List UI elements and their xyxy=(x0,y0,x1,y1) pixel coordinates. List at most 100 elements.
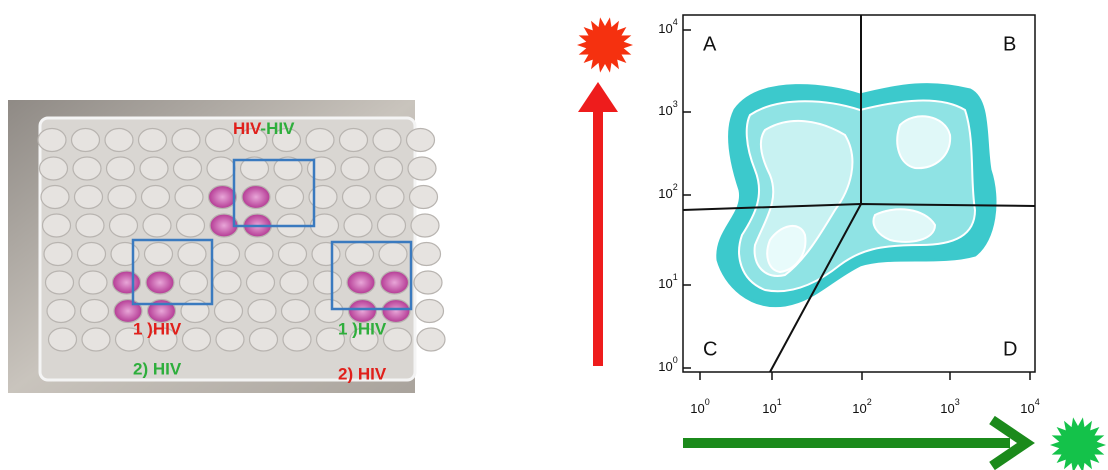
well xyxy=(49,328,77,351)
well xyxy=(213,271,241,294)
well xyxy=(209,186,237,209)
tick-base: 10 xyxy=(940,401,954,416)
well xyxy=(46,271,74,294)
figure: HIV-HIV 1 )HIV 2) HIV 1 )HIV 2) HIV 1041… xyxy=(0,0,1108,470)
group-label: 2) HIV xyxy=(338,364,387,383)
tick-base: 10 xyxy=(852,401,866,416)
tick-exponent: 2 xyxy=(867,397,872,407)
well xyxy=(140,157,168,180)
well xyxy=(40,157,68,180)
tick-label: 100 xyxy=(658,355,677,374)
tick-exponent: 3 xyxy=(673,99,678,109)
well xyxy=(414,271,442,294)
well xyxy=(44,243,72,266)
well xyxy=(248,300,276,323)
well xyxy=(180,271,208,294)
well xyxy=(145,243,173,266)
tick-base: 10 xyxy=(762,401,776,416)
red-marker xyxy=(577,17,633,72)
well xyxy=(379,243,407,266)
well xyxy=(216,328,244,351)
tick-label: 103 xyxy=(940,397,959,416)
well xyxy=(215,300,243,323)
well xyxy=(417,328,445,351)
quadrant-label: D xyxy=(1003,338,1017,360)
well xyxy=(407,129,435,152)
tick-label: 102 xyxy=(852,397,871,416)
well xyxy=(47,300,75,323)
well xyxy=(139,129,167,152)
well xyxy=(81,300,109,323)
top-label: HIV-HIV xyxy=(233,119,295,138)
green-marker xyxy=(1050,417,1106,470)
well xyxy=(382,300,410,323)
well xyxy=(416,300,444,323)
tick-label: 100 xyxy=(690,397,709,416)
quadrant-label: A xyxy=(703,33,717,55)
well xyxy=(183,328,211,351)
well xyxy=(344,214,372,237)
well xyxy=(79,271,107,294)
well xyxy=(283,328,311,351)
well xyxy=(174,157,202,180)
well xyxy=(378,214,406,237)
well xyxy=(113,271,141,294)
well xyxy=(146,271,174,294)
well xyxy=(43,214,71,237)
contour-plot xyxy=(718,85,995,306)
well xyxy=(78,243,106,266)
tick-exponent: 4 xyxy=(673,17,678,27)
group-label: 1 )HIV xyxy=(338,319,387,338)
well xyxy=(206,129,234,152)
tick-exponent: 0 xyxy=(673,355,678,365)
well xyxy=(375,157,403,180)
well xyxy=(76,214,104,237)
well xyxy=(142,186,170,209)
well xyxy=(178,243,206,266)
tick-label: 103 xyxy=(658,99,677,118)
well xyxy=(207,157,235,180)
group-label: 2) HIV xyxy=(133,359,182,378)
well xyxy=(242,186,270,209)
tick-label: 101 xyxy=(658,272,677,291)
well xyxy=(212,243,240,266)
well xyxy=(408,157,436,180)
group-label: 1 )HIV xyxy=(133,319,182,338)
tick-base: 10 xyxy=(658,21,672,36)
well xyxy=(82,328,110,351)
tick-label: 104 xyxy=(658,17,677,36)
quadrant-label: C xyxy=(703,338,717,360)
well xyxy=(143,214,171,237)
well xyxy=(341,157,369,180)
well xyxy=(279,243,307,266)
well xyxy=(340,129,368,152)
plate-photo: HIV-HIV 1 )HIV 2) HIV 1 )HIV 2) HIV xyxy=(8,100,445,393)
y-arrow-head xyxy=(578,82,618,112)
well xyxy=(73,157,101,180)
tick-base: 10 xyxy=(658,276,672,291)
tick-base: 10 xyxy=(1020,401,1034,416)
quadrant-label: B xyxy=(1003,33,1016,55)
well xyxy=(41,186,69,209)
tick-exponent: 4 xyxy=(1035,397,1040,407)
well xyxy=(245,243,273,266)
tick-exponent: 1 xyxy=(673,272,678,282)
tick-base: 10 xyxy=(658,359,672,374)
well xyxy=(276,186,304,209)
well xyxy=(75,186,103,209)
well xyxy=(314,271,342,294)
well xyxy=(306,129,334,152)
well xyxy=(410,186,438,209)
tick-label: 104 xyxy=(1020,397,1039,416)
tick-label: 102 xyxy=(658,182,677,201)
well xyxy=(172,129,200,152)
well xyxy=(381,271,409,294)
well xyxy=(411,214,439,237)
well xyxy=(108,186,136,209)
well xyxy=(175,186,203,209)
well xyxy=(346,243,374,266)
well xyxy=(38,129,66,152)
well xyxy=(247,271,275,294)
tick-base: 10 xyxy=(658,186,672,201)
well xyxy=(343,186,371,209)
